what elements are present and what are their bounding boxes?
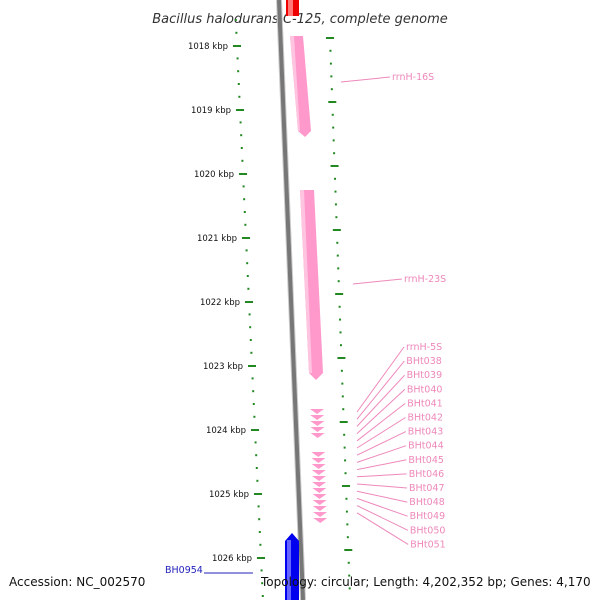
feature-leader bbox=[352, 278, 403, 285]
trna-arrow[interactable] bbox=[313, 512, 328, 517]
feature-label[interactable]: BHt042 bbox=[408, 413, 444, 424]
feature-leader bbox=[356, 483, 408, 489]
feature-leader bbox=[356, 490, 408, 503]
feature-label[interactable]: BHt038 bbox=[406, 356, 442, 367]
feature-leader bbox=[356, 512, 409, 545]
map-title: Bacillus halodurans C-125, complete geno… bbox=[152, 12, 448, 27]
rrnH-16S-highlight bbox=[290, 36, 300, 131]
trna-arrow[interactable] bbox=[312, 506, 327, 511]
trna-arrow[interactable] bbox=[311, 470, 326, 475]
trna-arrow[interactable] bbox=[311, 452, 326, 457]
ruler-label: 1023 kbp bbox=[203, 362, 243, 372]
trna-arrow[interactable] bbox=[310, 421, 325, 426]
trna-arrow[interactable] bbox=[312, 494, 327, 499]
top-gene-highlight bbox=[288, 0, 293, 16]
BH0954-label[interactable]: BH0954 bbox=[165, 565, 203, 576]
ruler-label: 1025 kbp bbox=[209, 490, 249, 500]
feature-leader bbox=[356, 445, 407, 463]
feature-label[interactable]: BHt045 bbox=[408, 455, 444, 466]
feature-leader bbox=[356, 431, 407, 456]
BH0954-highlight bbox=[287, 540, 291, 600]
right-ruler-ticks bbox=[326, 37, 353, 590]
ruler-label: 1018 kbp bbox=[188, 42, 228, 52]
trna-arrow[interactable] bbox=[311, 464, 326, 469]
ruler-label: 1022 kbp bbox=[200, 298, 240, 308]
ruler-minor-ticks bbox=[234, 19, 264, 597]
feature-label[interactable]: rrnH-5S bbox=[406, 342, 442, 353]
accession-text: Accession: NC_002570 bbox=[9, 575, 145, 589]
feature-leader bbox=[356, 403, 406, 442]
ruler-label: 1021 kbp bbox=[197, 234, 237, 244]
trna-arrow[interactable] bbox=[310, 415, 325, 420]
trna-arrow[interactable] bbox=[312, 500, 327, 505]
feature-leader bbox=[356, 497, 408, 517]
feature-leader bbox=[356, 374, 405, 427]
trna-arrow[interactable] bbox=[310, 427, 325, 432]
feature-leader bbox=[356, 388, 406, 434]
feature-label[interactable]: BHt051 bbox=[410, 539, 446, 550]
feature-label[interactable]: BHt048 bbox=[409, 497, 445, 508]
rrnH-23S-highlight bbox=[300, 190, 312, 373]
ruler-labels: 1018 kbp 1019 kbp 1020 kbp 1021 kbp 1022 kbp… bbox=[188, 42, 265, 564]
trna-arrow[interactable] bbox=[312, 482, 327, 487]
feature-leader bbox=[356, 417, 406, 449]
trna-arrow[interactable] bbox=[310, 409, 324, 414]
trna-arrow[interactable] bbox=[312, 476, 327, 481]
trna-arrow[interactable] bbox=[312, 488, 327, 493]
trna-arrows bbox=[310, 409, 328, 523]
feature-label[interactable]: BHt049 bbox=[410, 511, 446, 522]
feature-labels: rrnH-16S rrnH-23S rrnH-5S BHt038 BHt039 BHt04… bbox=[340, 72, 446, 550]
feature-leader bbox=[356, 473, 407, 478]
feature-leader bbox=[356, 505, 409, 531]
ruler-label: 1024 kbp bbox=[206, 426, 246, 436]
feature-label[interactable]: rrnH-23S bbox=[404, 274, 446, 285]
trna-arrow[interactable] bbox=[311, 458, 326, 463]
feature-label[interactable]: BHt043 bbox=[408, 427, 444, 438]
feature-leader bbox=[356, 360, 405, 420]
trna-arrow[interactable] bbox=[310, 433, 325, 438]
feature-label[interactable]: BHt047 bbox=[409, 483, 445, 494]
feature-label[interactable]: BHt046 bbox=[409, 469, 445, 480]
feature-leader bbox=[356, 346, 405, 413]
feature-label[interactable]: BHt041 bbox=[407, 398, 443, 409]
feature-label[interactable]: BHt044 bbox=[408, 441, 444, 452]
feature-leader bbox=[356, 459, 407, 471]
backbone bbox=[277, 0, 305, 600]
genome-summary-text: Topology: circular; Length: 4,202,352 bp… bbox=[260, 575, 591, 589]
feature-label[interactable]: BHt050 bbox=[410, 525, 446, 536]
ruler-label: 1026 kbp bbox=[212, 554, 252, 564]
ruler-label: 1019 kbp bbox=[191, 106, 231, 116]
feature-leader bbox=[340, 76, 391, 83]
ruler-label: 1020 kbp bbox=[194, 170, 234, 180]
trna-arrow[interactable] bbox=[313, 518, 328, 523]
feature-label[interactable]: BHt040 bbox=[407, 384, 443, 395]
feature-label[interactable]: BHt039 bbox=[407, 370, 443, 381]
feature-label[interactable]: rrnH-16S bbox=[392, 72, 434, 83]
